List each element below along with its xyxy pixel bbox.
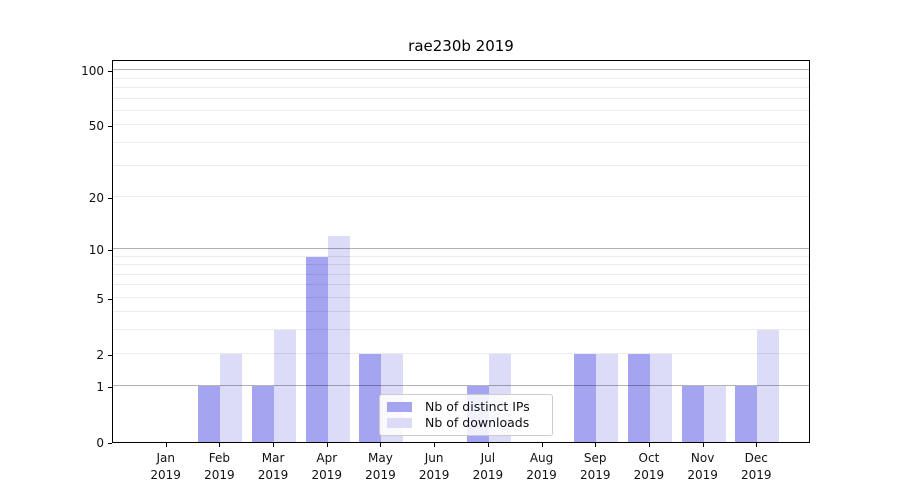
legend-swatch (387, 418, 412, 428)
x-tick-mark (756, 443, 757, 447)
bar-downloads (596, 353, 619, 442)
x-tick-label: Apr 2019 (311, 451, 343, 482)
bar-distinct-ips (574, 353, 597, 442)
y-tick-mark (108, 126, 112, 127)
x-tick-label: Mar 2019 (257, 451, 289, 482)
plot-area: Nb of distinct IPs Nb of downloads (112, 60, 810, 443)
x-tick-mark (649, 443, 650, 447)
y-tick-label: 100 (81, 64, 104, 79)
x-tick-mark (488, 443, 489, 447)
bar-downloads (274, 330, 297, 442)
y-tick-label: 0 (96, 436, 104, 450)
y-tick-label: 50 (88, 119, 104, 134)
bar-distinct-ips (252, 386, 275, 442)
legend: Nb of distinct IPs Nb of downloads (379, 394, 553, 436)
bar-distinct-ips (735, 386, 758, 442)
bar-distinct-ips (681, 386, 704, 442)
x-tick-label: Oct 2019 (633, 451, 665, 482)
x-tick-label: Sep 2019 (579, 451, 611, 482)
y-tick-mark (108, 355, 112, 356)
bar-distinct-ips (198, 386, 221, 442)
legend-swatch (387, 402, 412, 412)
x-tick-label: Jan 2019 (150, 451, 181, 482)
bar-distinct-ips (359, 353, 382, 442)
bar-distinct-ips (305, 256, 328, 442)
legend-label: Nb of distinct IPs (425, 399, 530, 414)
x-tick-label: Jun 2019 (418, 451, 450, 482)
bar-downloads (703, 386, 726, 442)
x-tick-label: Nov 2019 (687, 451, 718, 482)
bars-layer (113, 61, 809, 442)
y-tick-label: 1 (96, 380, 104, 395)
x-tick-mark (273, 443, 274, 447)
x-tick-mark (166, 443, 167, 447)
x-tick-mark (327, 443, 328, 447)
x-tick-mark (434, 443, 435, 447)
bar-downloads (649, 353, 672, 442)
y-tick-label: 5 (96, 291, 104, 306)
legend-item: Nb of downloads (387, 416, 544, 430)
x-tick-label: Aug 2019 (526, 451, 557, 482)
x-tick-label: Jul 2019 (472, 451, 504, 482)
bar-downloads (757, 330, 780, 442)
legend-item: Nb of distinct IPs (387, 400, 544, 414)
y-tick-label: 10 (88, 242, 104, 257)
y-tick-mark (108, 71, 112, 72)
y-tick-label: 2 (96, 347, 104, 362)
bar-distinct-ips (627, 353, 650, 442)
x-tick-label: Feb 2019 (204, 451, 235, 482)
x-tick-label: May 2019 (365, 451, 396, 482)
y-tick-mark (108, 250, 112, 251)
y-tick-mark (108, 198, 112, 199)
bar-downloads (220, 353, 243, 442)
x-tick-mark (703, 443, 704, 447)
y-tick-mark (108, 299, 112, 300)
chart-title: rae230b 2019 (408, 37, 514, 55)
x-tick-mark (380, 443, 381, 447)
x-tick-mark (542, 443, 543, 447)
bar-downloads (327, 235, 350, 442)
y-tick-label: 20 (88, 190, 104, 205)
x-tick-mark (595, 443, 596, 447)
x-tick-label: Dec 2019 (741, 451, 772, 482)
y-tick-mark (108, 443, 112, 444)
x-tick-mark (219, 443, 220, 447)
y-tick-mark (108, 387, 112, 388)
legend-label: Nb of downloads (425, 415, 530, 430)
